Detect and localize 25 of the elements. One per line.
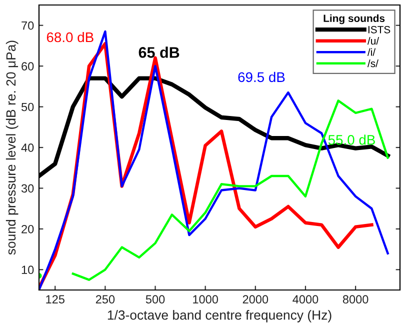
annotation: 55.0 dB [328,134,375,145]
y-tick-label: 10 [22,266,34,274]
y-tick-label: 70 [22,21,34,30]
legend-label: /u/ [367,36,380,45]
x-tick-label: 4000 [292,295,318,304]
y-tick-label: 30 [21,184,34,193]
x-tick-label: 250 [96,295,115,304]
y-axis-title: sound pressure level (dB re. 20 μPa) [6,40,18,255]
y-tick-label: 60 [22,62,34,70]
x-tick-label: 8000 [342,295,368,304]
legend-title: Ling sounds [324,14,385,24]
x-tick-label: 2000 [242,295,268,304]
legend-label: ISTS [368,26,390,34]
y-tick-label: 50 [21,102,34,112]
annotation: 65 dB [138,46,180,58]
annotation: 69.5 dB [238,72,285,82]
y-tick-label: 20 [22,224,34,234]
annotation: 68.0 dB [46,32,94,42]
legend-label: /s/ [367,60,378,68]
x-axis-title: 1/3-octave band centre frequency (Hz) [108,310,332,322]
legend-label: /i/ [367,48,376,56]
y-tick-label: 40 [21,144,34,152]
x-tick-label: 1000 [193,295,218,304]
x-tick-label: 500 [146,295,165,304]
x-tick-label: 125 [46,295,64,304]
